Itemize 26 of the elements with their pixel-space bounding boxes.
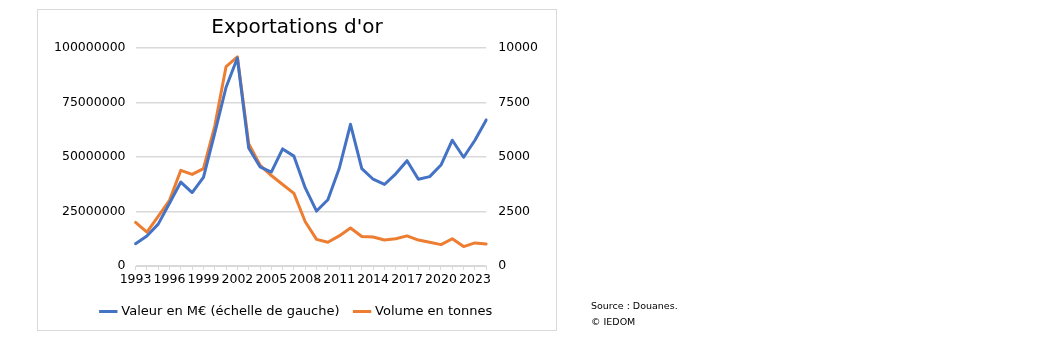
y-tick-label: 100000000 — [54, 39, 126, 55]
source-note: Source : Douanes. — [591, 299, 678, 313]
x-tick-label: 1999 — [187, 270, 220, 286]
x-tick-label: 2014 — [357, 270, 390, 286]
y2-tick-label: 2500 — [498, 202, 531, 218]
y-tick-label: 0 — [117, 257, 126, 273]
x-tick-label: 2020 — [425, 270, 457, 286]
x-tick-label: 2002 — [221, 270, 254, 286]
chart-title: Exportations d'or — [211, 14, 384, 39]
y-tick-label: 25000000 — [61, 202, 126, 218]
x-tick-label: 2017 — [391, 270, 423, 286]
x-tick-label: 2023 — [459, 270, 491, 286]
x-tick-label: 2011 — [323, 270, 356, 286]
text: © IEDOM — [591, 315, 637, 329]
x-tick-label: 2008 — [289, 270, 322, 286]
legend-label: Valeur en M€ (échelle de gauche) — [121, 302, 340, 318]
y-tick-label: 75000000 — [61, 93, 126, 109]
x-tick-label: 2005 — [255, 270, 288, 286]
y2-tick-label: 10000 — [498, 39, 539, 55]
y2-tick-label: 5000 — [498, 148, 531, 164]
y-tick-label: 50000000 — [61, 148, 126, 164]
y2-tick-label: 0 — [498, 257, 507, 273]
x-tick-label: 1993 — [119, 270, 152, 286]
x-tick-label: 1996 — [153, 270, 186, 286]
legend-label: Volume en tonnes — [375, 302, 493, 318]
y2-tick-label: 7500 — [498, 93, 531, 109]
